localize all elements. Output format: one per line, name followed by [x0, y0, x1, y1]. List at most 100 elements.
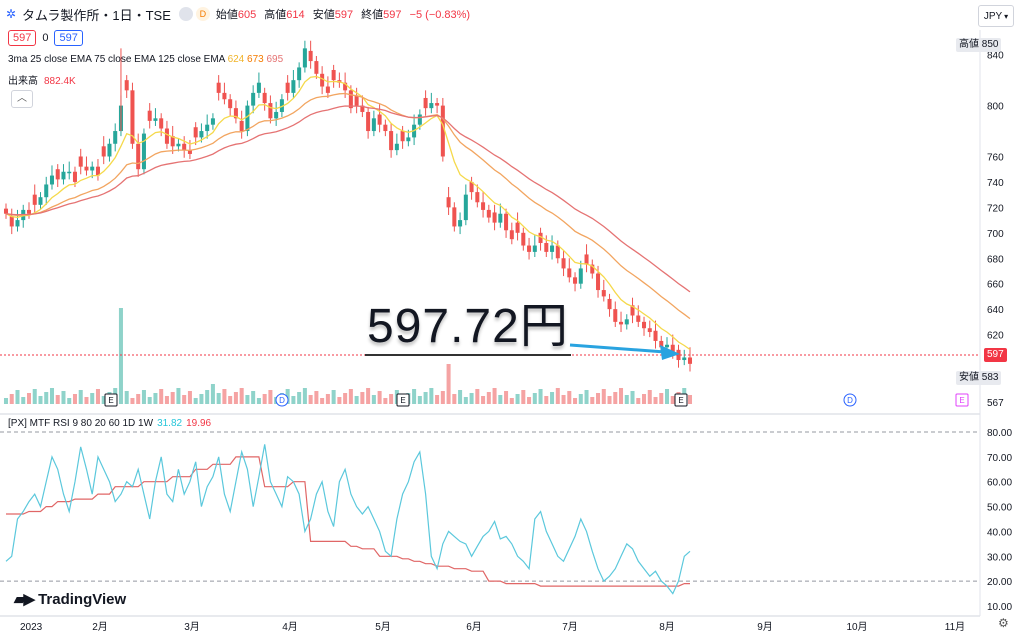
candle-body: [113, 131, 118, 144]
candle-body: [61, 171, 66, 180]
candle-body: [268, 103, 273, 119]
volume-bar: [348, 389, 353, 404]
price-tick: 660: [987, 280, 1004, 291]
volume-bar: [15, 390, 20, 404]
open-label: 始値: [215, 9, 238, 21]
candle-body: [153, 118, 158, 121]
annotation-arrow-head: [660, 345, 680, 360]
volume-bar: [446, 364, 451, 404]
candle-body: [348, 90, 353, 109]
volume-legend[interactable]: 出来高 882.4K: [8, 72, 76, 87]
volume-bar: [147, 397, 152, 404]
change-value: −5 (−0.83%): [409, 9, 471, 21]
low-price-tag: 安値 583: [956, 371, 1002, 385]
candle-body: [624, 319, 629, 325]
spread-value: 0: [42, 32, 49, 44]
candle-body: [245, 105, 250, 132]
candle-body: [331, 69, 336, 81]
candle-body: [687, 357, 693, 364]
volume-bar: [383, 398, 388, 404]
chevron-up-icon: ︿: [17, 93, 27, 104]
candle-body: [78, 156, 83, 167]
candle-body: [389, 131, 394, 151]
volume-bar: [95, 389, 100, 404]
rsi-tick: 20.00: [987, 577, 1012, 588]
candle-body: [84, 166, 89, 171]
candle-body: [567, 268, 572, 278]
candle-body: [256, 82, 261, 93]
volume-bar: [458, 390, 463, 404]
tradingview-logo[interactable]: ▰▶ TradingView: [14, 590, 126, 609]
dividend-event-marker: [843, 393, 857, 407]
volume-bar: [124, 391, 129, 404]
volume-bar: [159, 389, 164, 404]
status-dots: D: [178, 7, 210, 21]
price-tick: 740: [987, 178, 1004, 189]
candle-body: [584, 254, 589, 265]
price-tick: 720: [987, 203, 1004, 214]
candle-body: [573, 277, 578, 284]
candle-body: [383, 124, 388, 132]
data-status-dot[interactable]: D: [195, 7, 210, 21]
candle-body: [343, 82, 348, 91]
currency-select[interactable]: JPY ▾: [978, 5, 1014, 27]
candle-body: [613, 309, 618, 322]
ema-125-line: [5, 105, 691, 293]
candle-body: [302, 48, 307, 68]
earnings-event-marker: [396, 393, 410, 407]
time-axis-label: 11月: [945, 621, 965, 633]
volume-bar: [90, 393, 95, 404]
candle-body: [216, 82, 221, 93]
volume-bar: [297, 392, 302, 404]
candle-body: [509, 230, 514, 240]
event-label: D: [847, 396, 853, 405]
candle-body: [320, 73, 325, 87]
volume-bar: [366, 388, 371, 404]
time-axis-label: 2月: [92, 621, 108, 633]
volume-bar: [44, 392, 49, 404]
candle-body: [90, 166, 95, 171]
volume-bar: [256, 398, 261, 404]
collapse-legend-button[interactable]: ︿: [11, 90, 33, 108]
candle-body: [101, 146, 106, 157]
price-tick: 840: [987, 51, 1004, 62]
candle-body: [596, 273, 601, 291]
candle-body: [440, 105, 445, 157]
candle-body: [291, 80, 296, 93]
volume-bar: [302, 388, 307, 404]
high-tag-label: 高値: [959, 39, 979, 50]
rsi-legend[interactable]: [PX] MTF RSI 9 80 20 60 1D 1W 31.82 19.96: [8, 418, 211, 429]
volume-bar: [141, 390, 146, 404]
market-status-dot[interactable]: [178, 7, 193, 21]
gear-icon[interactable]: ⚙: [998, 616, 1009, 630]
volume-bar: [210, 384, 215, 404]
time-axis-label: 5月: [375, 621, 391, 633]
candle-body: [274, 111, 279, 119]
volume-bar: [561, 395, 566, 404]
volume-bar: [647, 390, 652, 404]
volume-bar: [544, 396, 549, 404]
event-label: E: [959, 396, 964, 405]
volume-bar: [469, 393, 474, 404]
volume-bar: [49, 388, 54, 404]
candle-body: [636, 315, 641, 322]
volume-bar: [67, 398, 72, 404]
candle-body: [107, 143, 112, 157]
volume-bar: [268, 390, 273, 404]
ma-indicator-legend[interactable]: 3ma 25 close EMA 75 close EMA 125 close …: [8, 54, 283, 65]
volume-bar: [423, 392, 428, 404]
ma1-value: 624: [227, 54, 245, 65]
last-price-tag: 597: [984, 348, 1007, 362]
volume-bar: [233, 392, 238, 404]
ohlc-values: 始値605 高値614 安値597 終値597 −5 (−0.83%): [216, 6, 475, 22]
candle-body: [670, 344, 675, 354]
candle-body: [176, 143, 181, 147]
symbol-title[interactable]: タムラ製作所・1日・TSE: [22, 7, 171, 23]
buy-button[interactable]: 597: [54, 30, 83, 46]
sell-button[interactable]: 597: [8, 30, 37, 46]
volume-bar: [245, 395, 250, 404]
candle-body: [193, 127, 198, 138]
candle-body: [475, 192, 480, 203]
ma2-value: 673: [247, 54, 264, 65]
